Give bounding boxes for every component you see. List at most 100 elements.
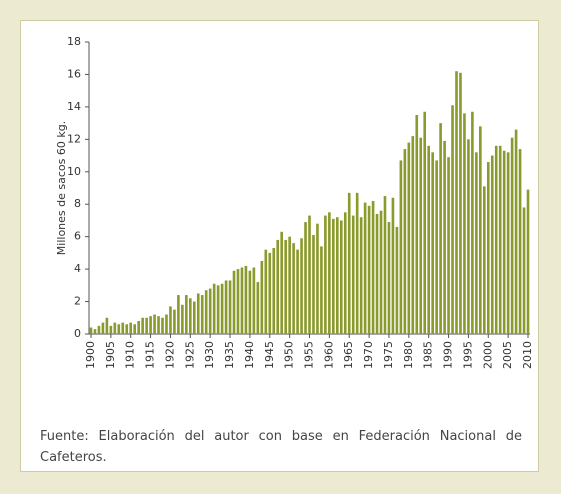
x-tick-label: 1960	[322, 341, 335, 369]
bar	[133, 324, 137, 334]
y-tick-label: 8	[74, 197, 81, 210]
bar	[514, 129, 518, 334]
bar	[304, 222, 307, 334]
bar	[443, 140, 446, 334]
bar	[188, 298, 192, 334]
x-tick-label: 2010	[521, 341, 534, 369]
y-tick-label: 0	[74, 327, 81, 340]
bar	[109, 325, 113, 334]
bar	[371, 200, 375, 334]
bar	[181, 304, 184, 334]
bar	[248, 270, 252, 334]
bar	[383, 196, 387, 334]
bar	[502, 150, 506, 334]
x-tick-label: 2000	[481, 341, 494, 369]
y-tick-label: 10	[67, 165, 81, 178]
bar	[498, 145, 502, 334]
bar	[216, 285, 220, 334]
bar	[220, 283, 224, 334]
bar	[363, 202, 367, 334]
bar	[308, 215, 311, 334]
bar	[200, 295, 204, 334]
x-tick-label: 1990	[442, 341, 455, 369]
bar	[292, 243, 295, 334]
bar	[332, 218, 335, 334]
bar	[486, 162, 490, 334]
bar	[276, 239, 280, 334]
bar	[324, 215, 327, 334]
bar	[343, 212, 347, 334]
bar	[125, 324, 129, 334]
bar	[161, 317, 164, 334]
x-tick-label: 1940	[243, 341, 256, 369]
x-tick-label: 2005	[501, 341, 514, 369]
x-tick-label: 1935	[223, 341, 236, 369]
bar	[117, 324, 121, 334]
bar	[252, 267, 256, 334]
bar	[192, 301, 196, 334]
bar	[435, 160, 438, 334]
x-tick-label: 1915	[144, 341, 157, 369]
bar	[451, 105, 454, 335]
x-tick-label: 1950	[283, 341, 296, 369]
bar	[419, 137, 423, 334]
bar	[455, 71, 458, 334]
bar	[260, 261, 264, 334]
x-tick-label: 1970	[362, 341, 375, 369]
bar	[427, 145, 431, 334]
bar	[391, 197, 395, 334]
bar	[447, 157, 450, 334]
x-tick-label: 1980	[402, 341, 415, 369]
bar	[526, 189, 530, 334]
bar	[101, 322, 105, 334]
bar	[149, 316, 152, 334]
bar	[522, 207, 526, 334]
bar	[141, 317, 144, 334]
bar	[204, 290, 208, 334]
bar	[479, 126, 482, 334]
x-tick-label: 1900	[84, 341, 97, 369]
bar	[482, 186, 486, 334]
bar	[236, 269, 240, 334]
x-tick-label: 1975	[382, 341, 395, 369]
bar	[335, 217, 339, 334]
bar	[113, 322, 117, 334]
bar	[89, 327, 93, 334]
bar	[212, 283, 216, 334]
bar	[347, 192, 351, 334]
bar	[169, 306, 172, 334]
bar	[268, 252, 272, 334]
x-tick-label: 1985	[422, 341, 435, 369]
bar	[272, 248, 276, 334]
bar	[153, 314, 156, 334]
bar	[165, 314, 168, 334]
x-tick-label: 1925	[183, 341, 196, 369]
bar	[506, 152, 510, 334]
bar	[475, 152, 478, 334]
x-tick-label: 1910	[124, 341, 137, 369]
bar	[121, 322, 125, 334]
bar	[411, 136, 415, 334]
bar	[379, 210, 383, 334]
bar	[296, 249, 299, 334]
x-tick-label: 1965	[342, 341, 355, 369]
bar	[173, 309, 176, 334]
bar	[157, 316, 160, 334]
y-axis-label: Millones de sacos 60 kg.	[55, 121, 68, 255]
y-tick-label: 12	[67, 132, 81, 145]
bar	[367, 205, 371, 334]
x-tick-label: 1930	[203, 341, 216, 369]
x-tick-label: 1945	[263, 341, 276, 369]
y-tick-label: 6	[74, 230, 81, 243]
bar	[145, 317, 148, 334]
bar	[280, 231, 284, 334]
bar	[387, 222, 391, 334]
bar	[355, 192, 359, 334]
bar	[137, 321, 140, 334]
bar	[232, 270, 236, 334]
bar	[375, 213, 379, 334]
y-tick-label: 14	[67, 100, 81, 113]
bar	[359, 217, 363, 334]
bar	[208, 288, 212, 334]
bar	[328, 212, 331, 334]
